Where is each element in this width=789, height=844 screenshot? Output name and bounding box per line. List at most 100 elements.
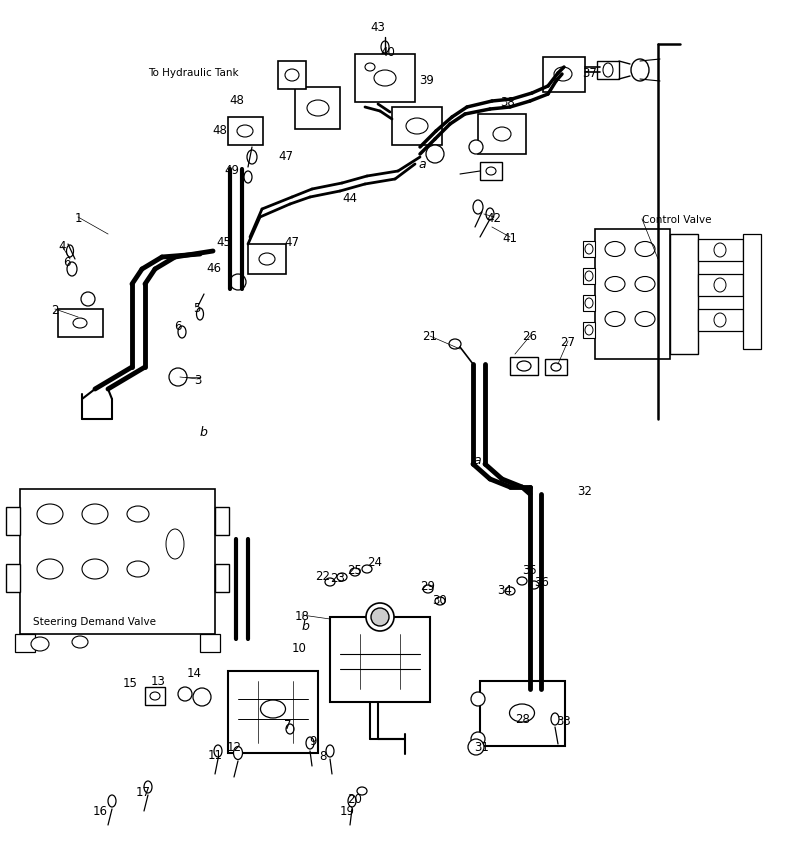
- Bar: [228, 671, 318, 753]
- Ellipse shape: [381, 42, 389, 54]
- Ellipse shape: [605, 312, 625, 327]
- Ellipse shape: [605, 242, 625, 257]
- Text: 30: 30: [432, 592, 447, 606]
- Text: 27: 27: [560, 335, 575, 348]
- Ellipse shape: [307, 101, 329, 116]
- Ellipse shape: [348, 795, 356, 807]
- Bar: [6, 565, 20, 592]
- Text: a: a: [418, 157, 426, 170]
- Bar: [248, 245, 286, 274]
- Text: 37: 37: [582, 67, 597, 79]
- Ellipse shape: [214, 745, 222, 757]
- Ellipse shape: [260, 701, 286, 718]
- Text: 19: 19: [339, 804, 354, 818]
- Ellipse shape: [554, 68, 572, 82]
- Ellipse shape: [510, 704, 534, 722]
- Text: 23: 23: [331, 571, 346, 584]
- Text: 25: 25: [348, 563, 362, 576]
- Text: To Hydraulic Tank: To Hydraulic Tank: [148, 68, 238, 78]
- Bar: [480, 163, 502, 181]
- Bar: [670, 235, 698, 354]
- Text: 28: 28: [515, 712, 530, 726]
- Text: 48: 48: [230, 94, 245, 106]
- Bar: [215, 565, 229, 592]
- Text: 5: 5: [193, 301, 200, 314]
- Ellipse shape: [37, 505, 63, 524]
- Bar: [58, 310, 103, 338]
- Text: 38: 38: [501, 95, 515, 108]
- Ellipse shape: [178, 327, 186, 338]
- Ellipse shape: [144, 781, 152, 793]
- Text: 12: 12: [226, 741, 241, 754]
- Bar: [480, 681, 565, 746]
- Ellipse shape: [244, 172, 252, 184]
- Ellipse shape: [493, 127, 511, 142]
- Circle shape: [469, 141, 483, 154]
- Ellipse shape: [486, 208, 494, 221]
- Text: 20: 20: [348, 793, 362, 805]
- Text: 6: 6: [63, 257, 71, 269]
- Circle shape: [371, 609, 389, 626]
- Bar: [698, 274, 743, 296]
- Text: 35: 35: [522, 563, 537, 576]
- Ellipse shape: [108, 795, 116, 807]
- Text: Control Valve: Control Valve: [642, 214, 712, 225]
- Bar: [543, 58, 585, 93]
- Bar: [295, 88, 340, 130]
- Ellipse shape: [82, 560, 108, 579]
- Bar: [510, 358, 538, 376]
- Ellipse shape: [127, 561, 149, 577]
- Text: 10: 10: [292, 641, 306, 654]
- Bar: [698, 310, 743, 332]
- Text: 39: 39: [420, 73, 435, 86]
- Bar: [20, 490, 215, 634]
- Bar: [743, 235, 761, 349]
- Bar: [698, 240, 743, 262]
- Bar: [215, 507, 229, 535]
- Ellipse shape: [551, 713, 559, 725]
- Text: 8: 8: [320, 749, 327, 763]
- Text: 6: 6: [174, 319, 181, 332]
- Circle shape: [426, 146, 444, 164]
- Text: 24: 24: [368, 555, 383, 568]
- Ellipse shape: [326, 745, 334, 757]
- Ellipse shape: [196, 309, 204, 321]
- Bar: [200, 634, 220, 652]
- Ellipse shape: [286, 724, 294, 734]
- Text: 15: 15: [122, 677, 137, 690]
- Text: 3: 3: [194, 373, 202, 386]
- Text: 46: 46: [207, 261, 222, 274]
- Bar: [545, 360, 567, 376]
- Ellipse shape: [631, 60, 649, 82]
- Ellipse shape: [635, 312, 655, 327]
- Ellipse shape: [605, 277, 625, 292]
- Ellipse shape: [486, 168, 496, 176]
- Ellipse shape: [714, 314, 726, 327]
- Ellipse shape: [259, 254, 275, 266]
- Text: 36: 36: [535, 575, 549, 587]
- Ellipse shape: [517, 361, 531, 371]
- Text: 29: 29: [421, 580, 436, 592]
- Text: 16: 16: [92, 804, 107, 818]
- Text: 11: 11: [208, 749, 222, 761]
- Circle shape: [468, 739, 484, 755]
- Bar: [583, 295, 595, 311]
- Ellipse shape: [365, 64, 375, 72]
- Text: 18: 18: [294, 609, 309, 622]
- Bar: [355, 55, 415, 103]
- Text: 21: 21: [422, 330, 437, 344]
- Ellipse shape: [166, 529, 184, 560]
- Bar: [145, 687, 165, 706]
- Bar: [597, 62, 619, 80]
- Ellipse shape: [285, 70, 299, 82]
- Ellipse shape: [714, 244, 726, 257]
- Text: 33: 33: [556, 715, 571, 728]
- Bar: [595, 230, 670, 360]
- Text: b: b: [301, 619, 309, 633]
- Ellipse shape: [374, 71, 396, 87]
- Circle shape: [178, 687, 192, 701]
- Text: 1: 1: [74, 211, 82, 225]
- Text: 47: 47: [279, 150, 294, 163]
- Text: 42: 42: [487, 211, 502, 225]
- Text: 32: 32: [578, 485, 593, 498]
